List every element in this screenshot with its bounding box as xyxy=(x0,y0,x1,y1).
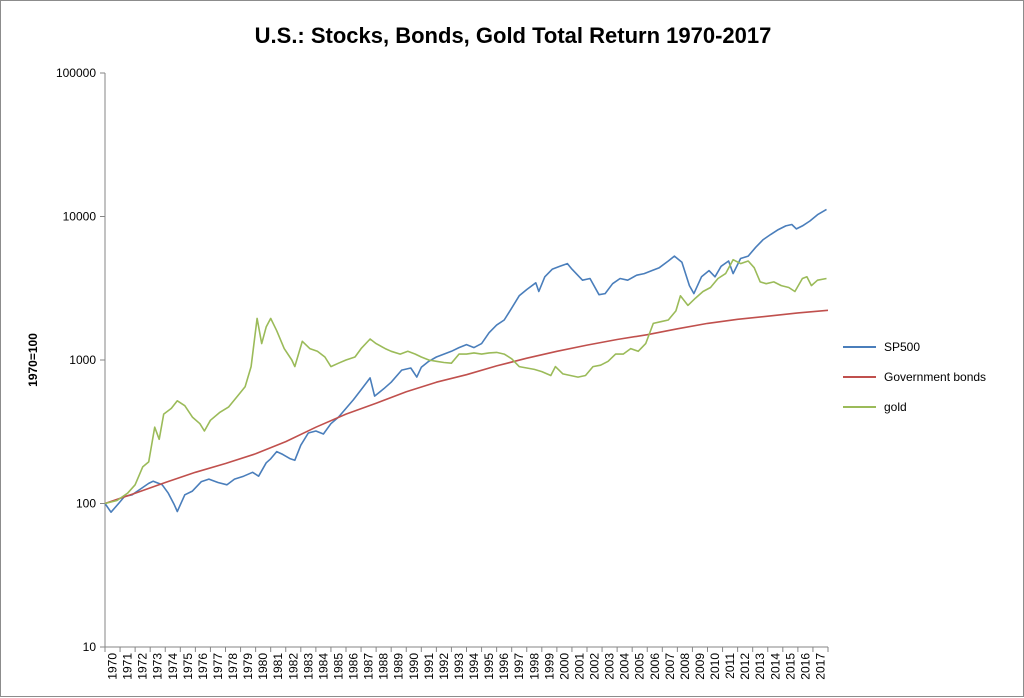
x-tick-label: 2009 xyxy=(693,653,707,680)
x-tick-label: 2006 xyxy=(648,653,662,680)
x-tick-label: 2015 xyxy=(783,653,797,680)
x-tick-label: 1981 xyxy=(271,653,285,680)
x-tick-label: 1987 xyxy=(362,653,376,680)
x-tick-label: 1971 xyxy=(121,653,135,680)
x-tick-label: 2017 xyxy=(813,653,827,680)
plot-area xyxy=(104,208,829,513)
x-tick-label: 1998 xyxy=(527,653,541,680)
x-tick-label: 2000 xyxy=(557,653,571,680)
series-line-government-bonds xyxy=(104,309,829,505)
y-tick-label: 10 xyxy=(83,640,97,654)
legend-label: SP500 xyxy=(884,340,920,354)
x-tick-label: 2002 xyxy=(588,653,602,680)
x-tick-label: 1986 xyxy=(347,653,361,680)
x-tick-label: 2011 xyxy=(723,653,737,679)
x-tick-label: 1972 xyxy=(136,653,150,680)
x-tick-label: 1979 xyxy=(241,653,255,680)
x-tick-label: 1992 xyxy=(437,653,451,680)
x-tick-label: 1983 xyxy=(301,653,315,680)
legend-label: Government bonds xyxy=(884,370,986,384)
y-axis-label: 1970=100 xyxy=(26,333,40,387)
x-tick-label: 1973 xyxy=(151,653,165,680)
x-tick-label: 1970 xyxy=(106,653,120,680)
x-tick-label: 1993 xyxy=(452,653,466,680)
x-tick-label: 1985 xyxy=(331,653,345,680)
chart-title: U.S.: Stocks, Bonds, Gold Total Return 1… xyxy=(255,23,772,48)
x-tick-label: 1975 xyxy=(181,653,195,680)
x-tick-label: 1978 xyxy=(226,653,240,680)
x-tick-label: 2012 xyxy=(738,653,752,680)
x-tick-label: 1984 xyxy=(316,653,330,680)
x-tick-label: 1980 xyxy=(256,653,270,680)
x-tick-label: 1982 xyxy=(286,653,300,680)
series-line-gold xyxy=(104,258,827,505)
y-axis-ticks: 10 100 1000 10000 100000 xyxy=(56,66,105,654)
x-tick-label: 1988 xyxy=(377,653,391,680)
x-tick-label: 1977 xyxy=(211,653,225,680)
x-tick-label: 2005 xyxy=(633,653,647,680)
x-axis-ticks: 1970 1971 1972 1973 1974 1975 1976 1977 1978 1979… xyxy=(104,647,829,680)
x-tick-label: 1999 xyxy=(542,653,556,680)
x-tick-label: 2007 xyxy=(663,653,677,680)
x-tick-label: 1990 xyxy=(407,653,421,680)
x-tick-label: 1997 xyxy=(512,653,526,680)
y-tick-label: 100000 xyxy=(56,66,96,80)
x-tick-label: 2014 xyxy=(768,653,782,680)
x-tick-label: 2010 xyxy=(708,653,722,680)
series-line-sp500 xyxy=(104,208,827,513)
x-tick-label: 1994 xyxy=(467,653,481,680)
y-tick-label: 10000 xyxy=(63,210,97,224)
x-tick-label: 2013 xyxy=(753,653,767,680)
x-tick-label: 2003 xyxy=(603,653,617,680)
x-tick-label: 1974 xyxy=(166,653,180,680)
x-tick-label: 1995 xyxy=(482,653,496,680)
x-tick-label: 1996 xyxy=(497,653,511,680)
x-tick-label: 1976 xyxy=(196,653,210,680)
x-tick-label: 2004 xyxy=(618,653,632,680)
x-tick-label: 1991 xyxy=(422,653,436,680)
y-tick-label: 100 xyxy=(76,497,96,511)
y-tick-label: 1000 xyxy=(69,353,96,367)
axes xyxy=(104,73,828,648)
legend-label: gold xyxy=(884,400,907,414)
x-tick-label: 2008 xyxy=(678,653,692,680)
x-tick-label: 2001 xyxy=(572,653,586,680)
legend: SP500 Government bonds gold xyxy=(843,340,986,414)
x-tick-label: 2016 xyxy=(798,653,812,680)
x-tick-label: 1989 xyxy=(392,653,406,680)
